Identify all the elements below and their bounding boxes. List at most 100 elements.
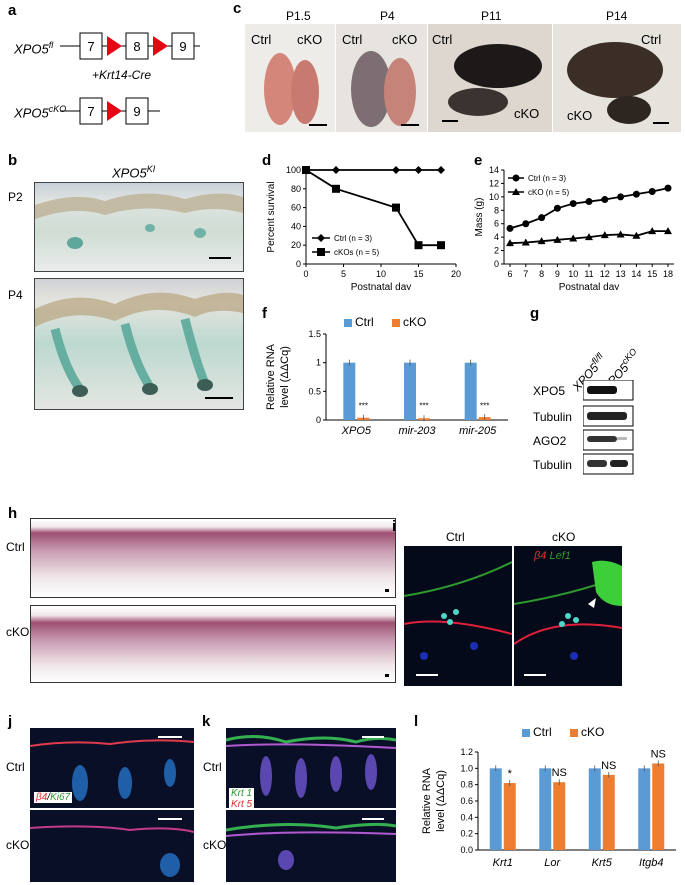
data-point-cko-n-5 bbox=[600, 231, 609, 239]
y-tick-label: 0.6 bbox=[460, 796, 473, 806]
row-label-p2: P2 bbox=[8, 190, 23, 204]
x-tick-label: 10 bbox=[376, 269, 386, 279]
blot-row-tubulin-1: Tubulin bbox=[533, 410, 572, 424]
legend-marker bbox=[317, 248, 325, 256]
significance-label: *** bbox=[359, 401, 368, 410]
x-tick-label: 5 bbox=[341, 269, 346, 279]
legend-swatch-ctrl bbox=[344, 319, 352, 327]
category-label-krt1: Krt1 bbox=[493, 857, 513, 869]
ctrl-label-p1-5: Ctrl bbox=[251, 32, 272, 47]
y-tick-label: 80 bbox=[291, 184, 301, 194]
data-point-ctrl-n-3 bbox=[617, 193, 625, 201]
x-tick-label: 20 bbox=[451, 269, 461, 279]
if-ki67-row-ctrl: Ctrl bbox=[6, 760, 25, 774]
panel-label-c: c bbox=[233, 0, 242, 17]
bar-ctrl-mir-203 bbox=[404, 362, 416, 420]
if-col-ctrl: Ctrl bbox=[446, 530, 465, 544]
histology-row-cko: cKO bbox=[6, 625, 30, 639]
legend-label: Ctrl (n = 3) bbox=[334, 234, 372, 243]
chart-rna-markers: 0.0 0.2 0.4 0.6 0.8 1.0 1.2 Relative RNA level (… bbox=[421, 725, 676, 869]
data-point-ctrl-n-3 bbox=[522, 220, 530, 228]
if-lef1-cko-image bbox=[514, 546, 622, 686]
data-point-ctrl-n-3 bbox=[392, 166, 400, 174]
data-point-ctrl-n-3 bbox=[569, 200, 577, 208]
bar-ctrl-mir-205 bbox=[464, 362, 477, 420]
y-tick-label: 0 bbox=[296, 259, 301, 269]
data-point-ctrl-n-3 bbox=[601, 196, 609, 204]
blot-row-xpo5: XPO5 bbox=[533, 384, 566, 398]
if-ki67-row-cko: cKO bbox=[6, 838, 30, 852]
age-p11: P11 bbox=[481, 9, 502, 23]
legend-label-ctrl: Ctrl bbox=[533, 725, 552, 739]
age-p14: P14 bbox=[606, 9, 628, 23]
ctrl-label-p11: Ctrl bbox=[432, 32, 453, 47]
data-point-cko-n-5 bbox=[521, 238, 530, 246]
exon-7-ko: 7 bbox=[87, 104, 94, 119]
data-point-ckos-n-5 bbox=[437, 241, 445, 250]
x-tick-label: 8 bbox=[539, 269, 544, 279]
category-label-mir-203: mir-203 bbox=[398, 425, 436, 437]
histology-row-ctrl: Ctrl bbox=[6, 540, 25, 554]
x-tick-label: 6 bbox=[507, 269, 512, 279]
y-tick-label: 1.0 bbox=[460, 763, 473, 773]
y-axis-label: Relative RNA bbox=[421, 767, 433, 834]
panel-label-d: d bbox=[262, 152, 272, 169]
mouse-photo-p14: Ctrl cKO bbox=[553, 24, 681, 132]
data-point-cko-n-5 bbox=[537, 237, 546, 245]
x-tick-label: 14 bbox=[631, 269, 641, 279]
if-krt-cko-image bbox=[226, 810, 396, 882]
xpo5-ki-p4-image bbox=[34, 278, 244, 410]
ctrl-label-p4: Ctrl bbox=[342, 32, 363, 47]
mouse-photo-p1-5: Ctrl cKO bbox=[245, 24, 335, 132]
panel-label-e: e bbox=[474, 152, 483, 169]
xpo5-ki-p2-image bbox=[34, 182, 244, 272]
legend-swatch-ctrl bbox=[522, 729, 530, 737]
exon-9-ko: 9 bbox=[133, 104, 140, 119]
data-point-ctrl-n-3 bbox=[437, 166, 445, 174]
x-tick-label: 12 bbox=[600, 269, 610, 279]
y-tick-label: 0 bbox=[494, 259, 499, 269]
panel-label-j: j bbox=[8, 713, 13, 730]
data-point-cko-n-5 bbox=[616, 230, 625, 238]
xpo5-cko-label: XPO5cKO bbox=[14, 104, 67, 121]
if-legend-krt: Krt 1 Krt 5 bbox=[229, 788, 255, 810]
x-tick-label: 13 bbox=[616, 269, 626, 279]
category-label-krt5: Krt5 bbox=[592, 857, 613, 869]
y-axis-label: level (ΔΔCq) bbox=[279, 346, 291, 408]
legend-label-cko: cKO bbox=[581, 725, 604, 739]
legend-marker bbox=[512, 174, 520, 182]
xpo5-ki-title: XPO5KI bbox=[112, 164, 156, 181]
x-axis-label: Postnatal day bbox=[559, 282, 620, 290]
legend-label-cko: cKO bbox=[403, 315, 426, 329]
panel-label-g: g bbox=[530, 305, 540, 322]
row-label-p4: P4 bbox=[8, 288, 23, 302]
y-axis-label: Percent survival bbox=[266, 181, 277, 252]
data-point-ctrl-n-3 bbox=[553, 204, 561, 212]
legend-label: cKOs (n = 5) bbox=[334, 248, 379, 257]
bar-cko-lor bbox=[553, 782, 566, 850]
data-point-ckos-n-5 bbox=[332, 184, 340, 193]
y-tick-label: 0.5 bbox=[308, 386, 321, 396]
if-ki67-cko-image bbox=[30, 810, 194, 882]
significance-label: * bbox=[508, 768, 513, 780]
x-tick-label: 7 bbox=[523, 269, 528, 279]
exon-7-fl: 7 bbox=[87, 39, 94, 54]
panel-label-b: b bbox=[8, 152, 18, 169]
if-legend-b4-lef1: β4/Lef1 bbox=[534, 550, 571, 562]
y-tick-label: 40 bbox=[291, 221, 301, 231]
panel-label-l: l bbox=[414, 713, 419, 730]
histology-cko-image bbox=[30, 605, 396, 683]
legend-swatch-cko bbox=[392, 319, 400, 327]
cko-label-p1-5: cKO bbox=[297, 32, 323, 47]
y-tick-label: 14 bbox=[489, 165, 499, 175]
if-lef1-ctrl-image bbox=[404, 546, 512, 686]
xpo5-fl-label: XPO5fl bbox=[14, 40, 54, 57]
data-point-cko-n-5 bbox=[506, 239, 514, 247]
y-tick-label: 20 bbox=[291, 240, 301, 250]
y-tick-label: 4 bbox=[494, 232, 499, 242]
y-tick-label: 1.2 bbox=[460, 747, 473, 757]
data-point-ckos-n-5 bbox=[414, 241, 423, 250]
data-point-cko-n-5 bbox=[553, 235, 562, 243]
bar-ctrl-xpo5 bbox=[343, 362, 356, 420]
significance-label: NS bbox=[601, 760, 616, 772]
